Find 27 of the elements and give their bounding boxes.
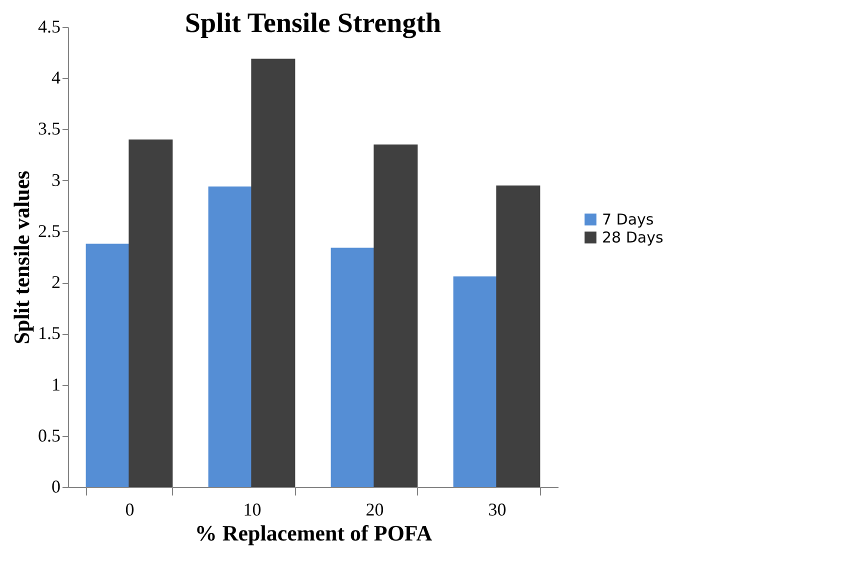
legend-label: 7 Days xyxy=(602,210,654,228)
x-tick-label: 30 xyxy=(488,500,506,520)
y-tick-label: 2 xyxy=(52,272,60,292)
y-tick-label: 0 xyxy=(52,476,60,496)
bar xyxy=(208,186,252,487)
legend-label: 28 Days xyxy=(602,228,664,246)
y-tick-label: 0.5 xyxy=(38,425,60,446)
y-tick-label: 2.5 xyxy=(38,220,60,241)
bar xyxy=(496,185,540,487)
x-tick-label: 0 xyxy=(125,500,134,520)
chart-title: Split Tensile Strength xyxy=(184,8,442,39)
y-tick-label: 3.5 xyxy=(38,118,60,139)
y-axis-title: Split tensile values xyxy=(9,170,34,344)
y-tick-label: 4 xyxy=(52,68,60,88)
bar xyxy=(86,244,130,487)
y-tick-label: 3 xyxy=(52,170,60,190)
y-tick-label: 1 xyxy=(52,374,60,394)
y-tick-label: 1.5 xyxy=(38,323,60,344)
bar xyxy=(453,276,498,487)
x-tick-label: 10 xyxy=(243,500,262,520)
x-tick-label: 20 xyxy=(366,500,384,520)
bar xyxy=(330,248,375,487)
bar xyxy=(128,139,173,487)
y-tick-label: 4.5 xyxy=(38,16,60,36)
bar xyxy=(251,58,296,487)
x-axis-title: % Replacement of POFA xyxy=(194,520,432,546)
bar xyxy=(374,144,418,487)
